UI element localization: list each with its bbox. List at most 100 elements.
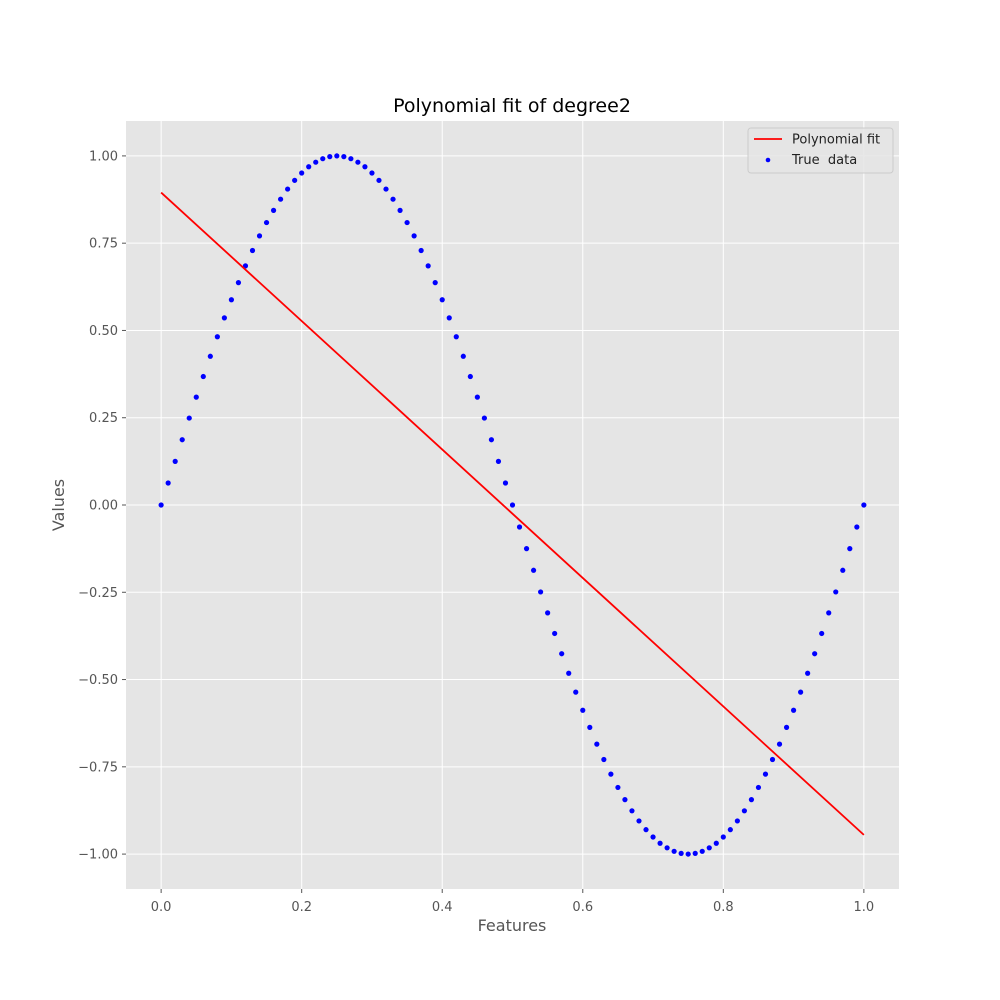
data-point bbox=[671, 848, 677, 854]
data-point bbox=[390, 196, 396, 202]
data-point bbox=[861, 502, 867, 508]
x-tick-label: 0.6 bbox=[572, 900, 593, 915]
true-data-points bbox=[158, 153, 867, 857]
data-point bbox=[306, 164, 312, 170]
legend-scatter-swatch bbox=[765, 157, 771, 163]
data-point bbox=[446, 315, 452, 321]
x-tick-label: 0.4 bbox=[432, 900, 453, 915]
data-point bbox=[299, 170, 305, 176]
data-point bbox=[755, 784, 762, 791]
x-tick-label: 0.2 bbox=[291, 900, 312, 915]
data-point bbox=[727, 827, 733, 833]
data-point bbox=[292, 177, 298, 183]
data-point bbox=[538, 589, 544, 595]
chart-title: Polynomial fit of degree2 bbox=[393, 95, 631, 117]
data-point bbox=[425, 263, 431, 269]
data-point bbox=[776, 741, 783, 747]
data-point bbox=[566, 670, 572, 676]
data-point bbox=[432, 280, 438, 286]
y-tick-label: −0.50 bbox=[78, 673, 118, 688]
data-point bbox=[523, 546, 530, 552]
y-tick-label: 0.75 bbox=[89, 237, 118, 252]
data-point bbox=[509, 502, 516, 508]
data-point bbox=[650, 834, 656, 840]
data-point bbox=[165, 480, 171, 486]
data-point bbox=[348, 156, 354, 162]
data-point bbox=[840, 567, 846, 573]
x-axis-label: Features bbox=[478, 916, 547, 935]
x-tick-label: 0.0 bbox=[151, 900, 172, 915]
data-point bbox=[664, 845, 670, 851]
data-point bbox=[334, 153, 340, 159]
data-point bbox=[762, 771, 769, 777]
legend: Polynomial fit True data bbox=[747, 127, 894, 174]
data-point bbox=[678, 850, 684, 856]
data-point bbox=[369, 170, 375, 176]
data-point bbox=[460, 353, 466, 359]
data-point bbox=[411, 233, 417, 239]
data-point bbox=[720, 834, 726, 840]
y-tick-label: 0.25 bbox=[89, 411, 118, 426]
y-tick-label: 0.50 bbox=[89, 324, 118, 339]
y-tick-label: −0.25 bbox=[78, 586, 118, 601]
data-point bbox=[467, 373, 473, 380]
data-point bbox=[854, 524, 860, 530]
data-point bbox=[404, 219, 410, 226]
data-point bbox=[699, 848, 705, 854]
data-point bbox=[207, 353, 213, 359]
data-point bbox=[847, 546, 853, 552]
data-point bbox=[692, 850, 698, 856]
data-point bbox=[798, 689, 804, 695]
data-point bbox=[397, 207, 403, 213]
data-point bbox=[594, 741, 600, 747]
data-point bbox=[158, 502, 164, 508]
data-point bbox=[221, 315, 227, 321]
data-point bbox=[713, 840, 719, 846]
data-point bbox=[488, 437, 495, 443]
axis-ticks: 0.0 0.2 0.4 0.6 0.8 1.0 1.00 0.75 0.50 0.25 0.00 −0… bbox=[78, 149, 874, 915]
y-tick-label: 0.00 bbox=[89, 499, 118, 514]
data-point bbox=[481, 415, 487, 421]
legend-label-true-data: True data bbox=[791, 153, 857, 168]
data-point bbox=[263, 219, 270, 226]
data-point bbox=[790, 707, 797, 713]
data-point bbox=[474, 394, 480, 400]
data-point bbox=[341, 154, 347, 160]
data-point bbox=[439, 297, 445, 303]
data-point bbox=[376, 177, 382, 183]
data-point bbox=[573, 689, 579, 695]
data-point bbox=[327, 154, 333, 160]
data-point bbox=[559, 651, 565, 657]
data-point bbox=[706, 845, 712, 851]
data-point bbox=[516, 524, 523, 530]
data-point bbox=[418, 247, 424, 254]
data-point bbox=[615, 784, 621, 791]
data-point bbox=[657, 840, 663, 846]
data-point bbox=[805, 670, 811, 676]
data-point bbox=[783, 724, 790, 730]
data-point bbox=[552, 630, 558, 637]
data-point bbox=[685, 851, 691, 857]
data-point bbox=[235, 280, 242, 286]
data-point bbox=[362, 164, 368, 170]
data-point bbox=[819, 630, 825, 637]
y-tick-label: −0.75 bbox=[78, 760, 118, 775]
data-point bbox=[643, 827, 649, 833]
data-point bbox=[580, 707, 586, 713]
data-point bbox=[812, 651, 818, 657]
data-point bbox=[278, 196, 284, 202]
polynomial-fit-line bbox=[160, 191, 865, 836]
data-point bbox=[453, 334, 459, 340]
data-point bbox=[601, 756, 607, 763]
data-point bbox=[833, 589, 839, 595]
data-point bbox=[734, 818, 740, 824]
data-point bbox=[608, 771, 614, 777]
data-point bbox=[270, 207, 277, 213]
data-point bbox=[200, 373, 206, 380]
data-series bbox=[158, 153, 867, 857]
x-tick-label: 0.8 bbox=[713, 900, 734, 915]
data-point bbox=[228, 297, 235, 303]
data-point bbox=[242, 263, 249, 269]
data-point bbox=[545, 610, 551, 616]
